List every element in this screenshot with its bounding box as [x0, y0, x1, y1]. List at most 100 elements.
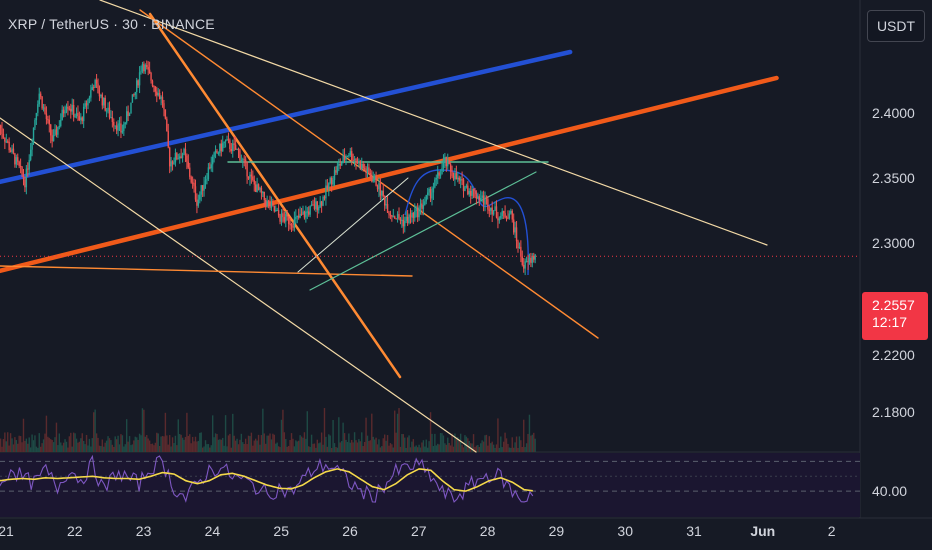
- volume-bar: [230, 447, 233, 452]
- volume-bar: [200, 432, 202, 452]
- candle-body: [495, 206, 498, 218]
- candle-body: [187, 161, 190, 168]
- candle-body: [65, 106, 68, 112]
- volume-bar: [472, 434, 475, 452]
- candle-body: [58, 126, 61, 128]
- volume-bar: [64, 439, 66, 452]
- volume-bar: [369, 440, 372, 452]
- volume-bar: [34, 435, 36, 452]
- candle-body: [306, 211, 308, 213]
- volume-bar: [495, 444, 498, 452]
- volume-bar: [78, 441, 81, 452]
- candle-body: [498, 218, 501, 221]
- volume-bar: [267, 435, 270, 452]
- volume-bar: [222, 437, 224, 452]
- candle-body: [424, 201, 426, 205]
- candle-body: [480, 197, 482, 201]
- candle-body: [4, 137, 6, 142]
- volume-bar: [263, 433, 265, 452]
- candle-body: [342, 155, 344, 163]
- candle-body: [388, 212, 390, 215]
- candle-body: [372, 179, 374, 182]
- candle-body: [490, 207, 492, 211]
- volume-bar: [193, 441, 195, 452]
- volume-bar: [401, 434, 403, 452]
- volume-bar: [204, 440, 207, 452]
- candle-body: [44, 107, 46, 114]
- volume-bar: [491, 441, 493, 452]
- candle-body: [67, 106, 69, 109]
- volume-bar: [432, 446, 435, 452]
- volume-bar: [514, 442, 516, 452]
- candle-body: [409, 214, 412, 218]
- volume-bar: [330, 447, 333, 452]
- volume-bar: [501, 447, 503, 452]
- volume-bar: [402, 434, 405, 452]
- volume-bar: [530, 435, 532, 452]
- volume-bar: [395, 432, 397, 452]
- candle-body: [229, 140, 231, 149]
- candle-body: [273, 205, 276, 212]
- volume-bar: [467, 438, 469, 452]
- candle-body: [525, 260, 528, 262]
- candle-body: [151, 80, 154, 87]
- volume-bar: [25, 438, 28, 452]
- candle-body: [88, 97, 91, 100]
- volume-bar: [335, 446, 337, 452]
- currency-button[interactable]: USDT: [867, 10, 925, 42]
- volume-bar: [98, 445, 101, 452]
- volume-bar: [478, 446, 480, 452]
- candle-body: [515, 227, 518, 242]
- volume-bar: [429, 412, 432, 452]
- volume-bar: [77, 442, 79, 452]
- volume-bar: [279, 447, 281, 452]
- bar-countdown: 12:17: [872, 314, 908, 330]
- volume-bar: [295, 440, 297, 452]
- volume-bar: [57, 445, 59, 452]
- volume-bar: [448, 442, 450, 452]
- volume-bar: [189, 434, 191, 452]
- candle-body: [217, 152, 220, 154]
- volume-bar: [253, 440, 255, 452]
- volume-bar: [190, 443, 192, 452]
- volume-bar: [283, 432, 286, 452]
- volume-bar: [5, 441, 7, 452]
- volume-bar: [528, 414, 531, 452]
- volume-bar: [44, 433, 46, 452]
- candle-body: [7, 141, 9, 143]
- candle-body: [260, 187, 263, 194]
- candle-body: [455, 173, 458, 180]
- volume-bar: [383, 434, 386, 452]
- volume-bar: [161, 435, 164, 452]
- volume-bar: [398, 408, 400, 452]
- volume-bar: [136, 437, 138, 452]
- volume-bar: [174, 435, 177, 452]
- candle-body: [131, 94, 134, 103]
- candle-body: [299, 213, 301, 218]
- volume-bar: [300, 436, 303, 452]
- current-price: 2.2557: [872, 297, 915, 313]
- volume-bar: [358, 439, 360, 452]
- volume-bar: [356, 442, 359, 452]
- volume-bar: [232, 413, 234, 452]
- candle-body: [128, 113, 131, 116]
- volume-bar: [252, 445, 254, 452]
- candle-body: [297, 215, 300, 218]
- volume-bar: [148, 440, 151, 452]
- candle-body: [203, 184, 205, 191]
- volume-bar: [183, 439, 185, 452]
- candle-body: [338, 163, 340, 166]
- candle-body: [34, 119, 36, 128]
- candle-body: [193, 182, 195, 187]
- volume-bar: [326, 446, 329, 452]
- volume-bar: [80, 438, 82, 452]
- candle-body: [85, 103, 88, 106]
- volume-bar: [156, 432, 158, 452]
- cream-resistance-line: [99, 0, 768, 246]
- volume-bar: [442, 435, 445, 452]
- volume-bar: [441, 433, 443, 452]
- rsi-panel: [0, 453, 860, 517]
- candle-body: [54, 129, 56, 135]
- volume-bar: [224, 415, 227, 452]
